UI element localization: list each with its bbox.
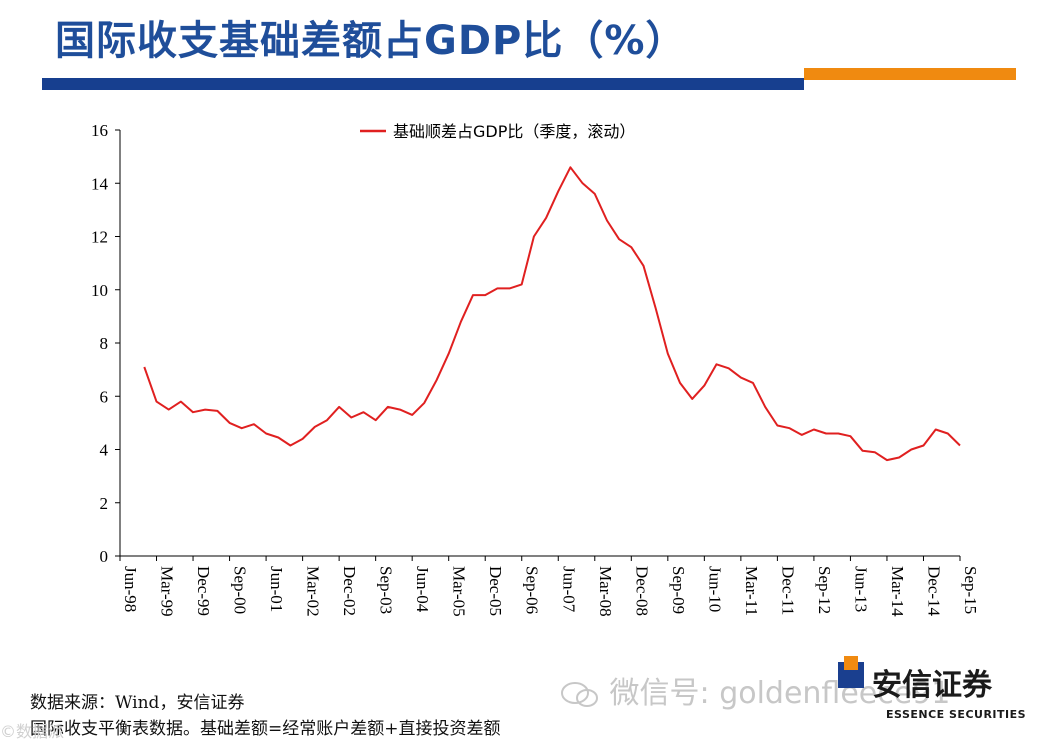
chart-series xyxy=(143,166,961,462)
x-tick-label: Dec-11 xyxy=(778,566,797,615)
x-tick-label: Mar-05 xyxy=(450,566,469,617)
x-tick-label: Dec-14 xyxy=(924,566,943,617)
title-underline-blue xyxy=(42,78,804,90)
y-tick-label: 10 xyxy=(91,281,108,300)
x-tick-label: Mar-02 xyxy=(304,566,323,617)
essence-logo-icon xyxy=(838,656,864,688)
chart-legend: 基础顺差占GDP比（季度，滚动） xyxy=(360,122,635,141)
x-tick-label: Jun-04 xyxy=(413,566,432,613)
logo-chinese-name: 安信证券 xyxy=(872,668,992,703)
x-tick-label: Jun-07 xyxy=(559,566,578,613)
y-tick-label: 16 xyxy=(91,121,108,140)
x-tick-label: Dec-05 xyxy=(486,566,505,616)
page-title: 国际收支基础差额占GDP比（%） xyxy=(55,18,687,64)
x-tick-label: Jun-01 xyxy=(267,566,286,612)
y-tick-label: 4 xyxy=(100,441,109,460)
x-tick-label: Sep-09 xyxy=(669,566,688,614)
x-tick-label: Dec-08 xyxy=(632,566,651,616)
x-tick-label: Jun-98 xyxy=(121,566,140,612)
x-tick-label: Sep-12 xyxy=(815,566,834,614)
x-tick-label: Jun-13 xyxy=(851,566,870,612)
x-tick-label: Mar-14 xyxy=(888,566,907,617)
x-tick-label: Sep-00 xyxy=(231,566,250,614)
x-tick-label: Sep-06 xyxy=(523,566,542,614)
logo-english-name: ESSENCE SECURITIES xyxy=(886,708,1027,721)
wechat-watermark: 微信号: goldenfleece91 xyxy=(560,668,950,712)
y-tick-label: 6 xyxy=(100,387,109,406)
x-tick-label: Dec-99 xyxy=(194,566,213,616)
chart-axes: 0 2 4 6 8 10 12 14 16 Jun-98 Mar-99 Dec-99 Sep-00 Jun… xyxy=(91,121,980,617)
title-underline-orange xyxy=(804,68,1016,80)
x-tick-label: Mar-08 xyxy=(596,566,615,617)
y-tick-label: 14 xyxy=(91,174,109,193)
series-line-basic-surplus xyxy=(143,166,961,462)
y-tick-label: 0 xyxy=(100,547,109,566)
y-tick-label: 8 xyxy=(100,334,109,353)
legend-label: 基础顺差占GDP比（季度，滚动） xyxy=(393,122,635,141)
x-tick-label: Jun-10 xyxy=(705,566,724,612)
y-tick-label: 12 xyxy=(91,228,108,247)
y-tick-label: 2 xyxy=(100,494,109,513)
x-tick-label: Mar-99 xyxy=(158,566,177,617)
corner-watermark: ©数据派 xyxy=(0,722,65,741)
watermark-text: 微信号: goldenfleece91 xyxy=(609,676,951,711)
x-tick-label: Sep-03 xyxy=(377,566,396,614)
wechat-icon xyxy=(561,681,598,707)
x-tick-label: Sep-15 xyxy=(961,566,980,614)
source-note: 数据来源：Wind，安信证券 xyxy=(30,693,245,713)
x-tick-label: Dec-02 xyxy=(340,566,359,616)
source-definition: 国际收支平衡表数据。基础差额=经常账户差额+直接投资差额 xyxy=(30,719,501,739)
x-tick-label: Mar-11 xyxy=(742,566,761,616)
